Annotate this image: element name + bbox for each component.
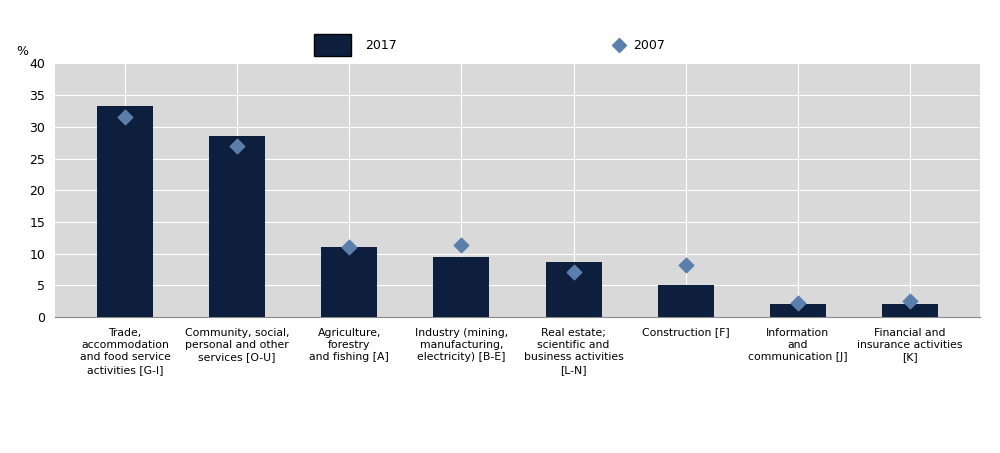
- Text: %: %: [16, 45, 28, 58]
- FancyBboxPatch shape: [314, 34, 351, 56]
- Bar: [658, 285, 714, 317]
- Text: 2007: 2007: [633, 39, 665, 52]
- Text: 2017: 2017: [365, 39, 397, 52]
- Point: [566, 269, 582, 276]
- Point: [902, 297, 918, 304]
- Bar: [97, 106, 153, 317]
- Point: [341, 243, 357, 251]
- Point: [453, 242, 469, 249]
- Bar: [433, 257, 489, 317]
- Bar: [321, 247, 377, 317]
- Point: [678, 261, 694, 269]
- Bar: [209, 136, 265, 317]
- Bar: [770, 304, 826, 317]
- Bar: [546, 262, 602, 317]
- Point: [790, 299, 806, 307]
- Point: [229, 142, 245, 149]
- Point: [117, 114, 133, 121]
- Bar: [882, 304, 938, 317]
